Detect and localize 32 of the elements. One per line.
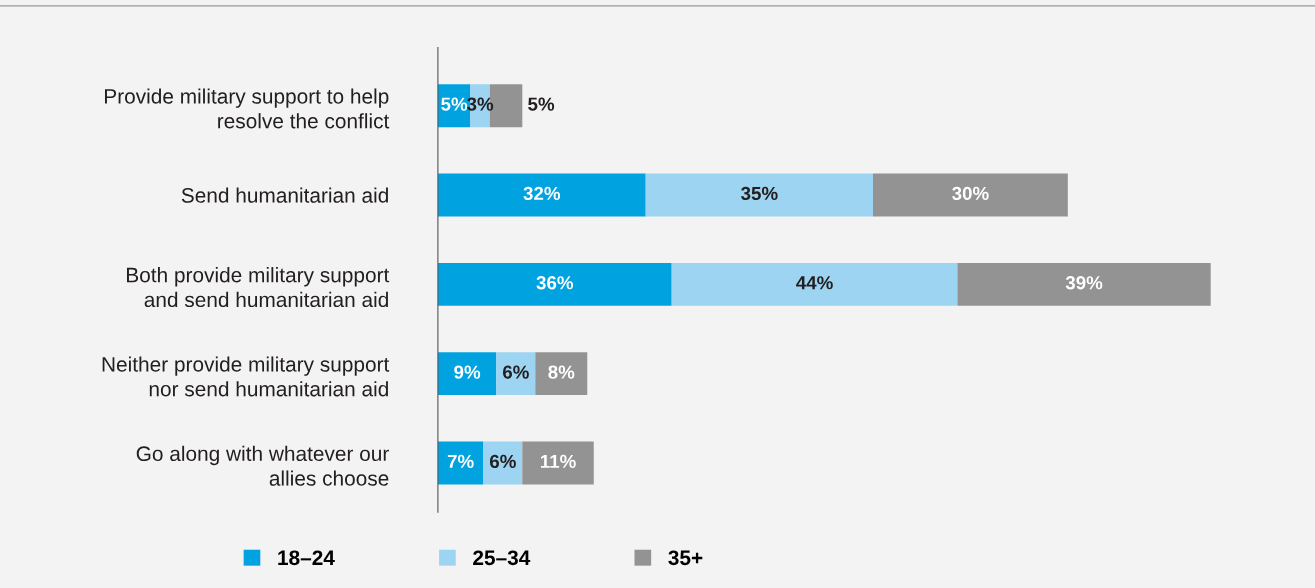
- data-label: 6%: [502, 365, 529, 379]
- data-label: 8%: [548, 365, 575, 379]
- bar: [535, 352, 588, 396]
- data-label: 35%: [741, 186, 778, 201]
- bar: [437, 352, 497, 396]
- bar: [437, 173, 646, 217]
- data-label: 11%: [540, 454, 576, 469]
- bar: [645, 173, 873, 217]
- bar: [522, 441, 594, 485]
- data-label: 6%: [489, 454, 516, 469]
- bar: [957, 262, 1211, 306]
- y-tick-label: Send humanitarian aid: [181, 187, 388, 203]
- bar: [671, 262, 958, 306]
- data-label: 36%: [536, 276, 574, 290]
- legend-label: 25–34: [473, 550, 531, 566]
- data-label: 39%: [1065, 276, 1103, 290]
- data-label: 30%: [952, 186, 989, 201]
- y-tick-label: Both provide military support and send humanitarian aid: [127, 267, 390, 308]
- y-tick-label: Provide military support to help resolve the conflict: [105, 88, 390, 129]
- data-label: 9%: [454, 365, 481, 379]
- y-tick-label: Go along with whatever our allies choose: [136, 445, 389, 486]
- legend-label: 18–24: [278, 550, 335, 566]
- data-label: 44%: [796, 276, 833, 290]
- data-label: 5%: [441, 97, 468, 111]
- data-label: 32%: [523, 186, 561, 201]
- y-tick-label: Neither provide military support nor send humanitarian aid: [102, 356, 390, 397]
- data-label: 5%: [528, 97, 555, 111]
- data-label: 7%: [447, 454, 474, 469]
- bar: [437, 262, 672, 306]
- bar: [873, 173, 1068, 217]
- bar: [496, 352, 536, 396]
- legend-label: 35+: [668, 550, 703, 566]
